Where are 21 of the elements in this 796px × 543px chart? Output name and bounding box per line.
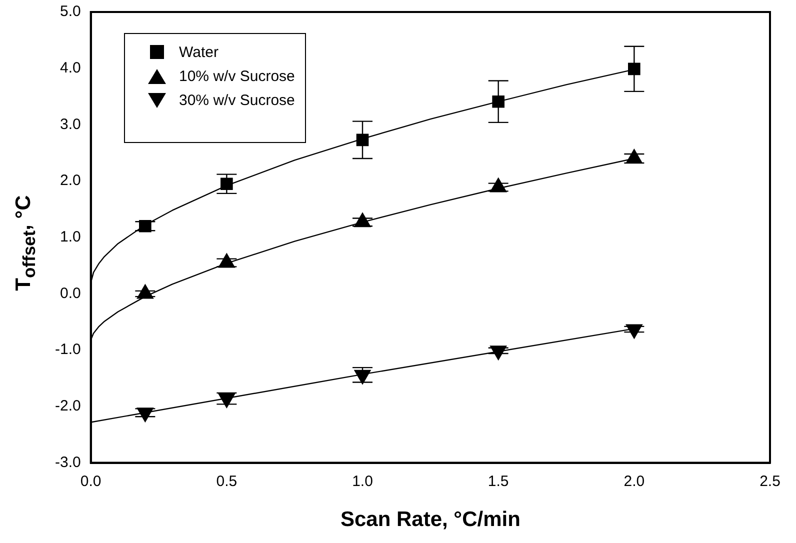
y-tick-label: 2.0 [60, 172, 81, 190]
y-tick-label: 5.0 [60, 3, 81, 20]
point [492, 95, 504, 108]
y-tick-label: 1.0 [60, 228, 81, 246]
legend-label: Water [179, 44, 218, 60]
y-tick-label: -3.0 [54, 454, 81, 471]
x-tick-label: 1.0 [352, 472, 373, 490]
y-tick-label: -2.0 [54, 398, 81, 415]
x-tick-label: 2.5 [760, 472, 780, 490]
point [220, 178, 233, 190]
legend-label: 30% w/v Sucrose [179, 92, 295, 108]
y-tick-label: 4.0 [60, 59, 81, 76]
x-tick-label: 2.0 [624, 472, 645, 490]
x-tick-label: 0.0 [80, 472, 102, 490]
x-tick-label: 1.5 [488, 472, 509, 490]
x-axis-title: Scan Rate, °C/min [340, 508, 520, 532]
y-tick-label: 3.0 [60, 116, 81, 133]
x-tick-label: 0.5 [216, 472, 238, 490]
y-tick-label: 0.0 [60, 284, 81, 302]
y-tick-label: -1.0 [54, 341, 81, 358]
legend-label: 10% w/v Sucrose [179, 68, 295, 84]
